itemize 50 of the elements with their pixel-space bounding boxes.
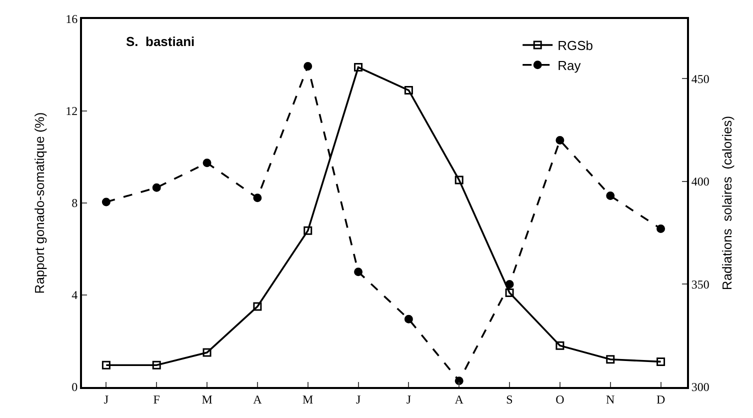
x-tick-label: M	[202, 392, 213, 406]
point	[606, 355, 615, 364]
x-tick-label: J	[406, 392, 412, 406]
point	[253, 302, 262, 311]
point	[404, 314, 413, 324]
x-tick-label: A	[253, 392, 262, 406]
point	[656, 357, 666, 366]
point	[253, 194, 262, 202]
point	[454, 376, 464, 386]
point	[202, 158, 212, 168]
point	[454, 176, 464, 184]
point	[304, 62, 312, 71]
y2-tick-label: 300	[691, 380, 710, 394]
y-tick-label: 8	[72, 196, 78, 210]
point	[354, 268, 363, 276]
point	[556, 341, 564, 350]
point	[404, 86, 413, 95]
point	[505, 280, 514, 288]
y2-tick-label: 350	[691, 277, 710, 292]
point	[656, 224, 666, 233]
point	[606, 192, 615, 200]
y-tick-label: 0	[72, 380, 78, 394]
y2-tick-label: 450	[691, 72, 710, 86]
x-tick-label: N	[606, 392, 616, 406]
point	[102, 360, 110, 370]
point	[152, 360, 161, 370]
x-tick-label: A	[454, 392, 464, 406]
y-tick-label: 12	[66, 104, 78, 118]
x-tick-label: J	[104, 392, 109, 406]
y-tick-label: 16	[66, 12, 78, 26]
point	[202, 348, 212, 357]
x-tick-label: F	[153, 392, 160, 406]
y-tick-label: 4	[72, 288, 78, 302]
x-tick-label: J	[356, 392, 361, 406]
x-tick-label: O	[556, 392, 565, 406]
point	[102, 198, 110, 206]
point	[505, 288, 514, 297]
y2-tick-label: 400	[691, 174, 710, 189]
point	[304, 226, 312, 235]
point	[152, 183, 161, 192]
legend-label: RGSb	[558, 38, 594, 54]
point	[556, 136, 564, 145]
y2-axis-title: Radiations solaires (calories)	[720, 116, 734, 290]
point	[354, 63, 363, 72]
text: S. bastiani	[126, 34, 195, 49]
y-axis-title: Rapport gonado-somatique (%)	[32, 112, 48, 294]
x-tick-label: S	[506, 392, 513, 406]
legend-label: Ray	[558, 58, 582, 73]
x-tick-label: D	[656, 392, 666, 406]
x-tick-label: M	[302, 392, 314, 406]
